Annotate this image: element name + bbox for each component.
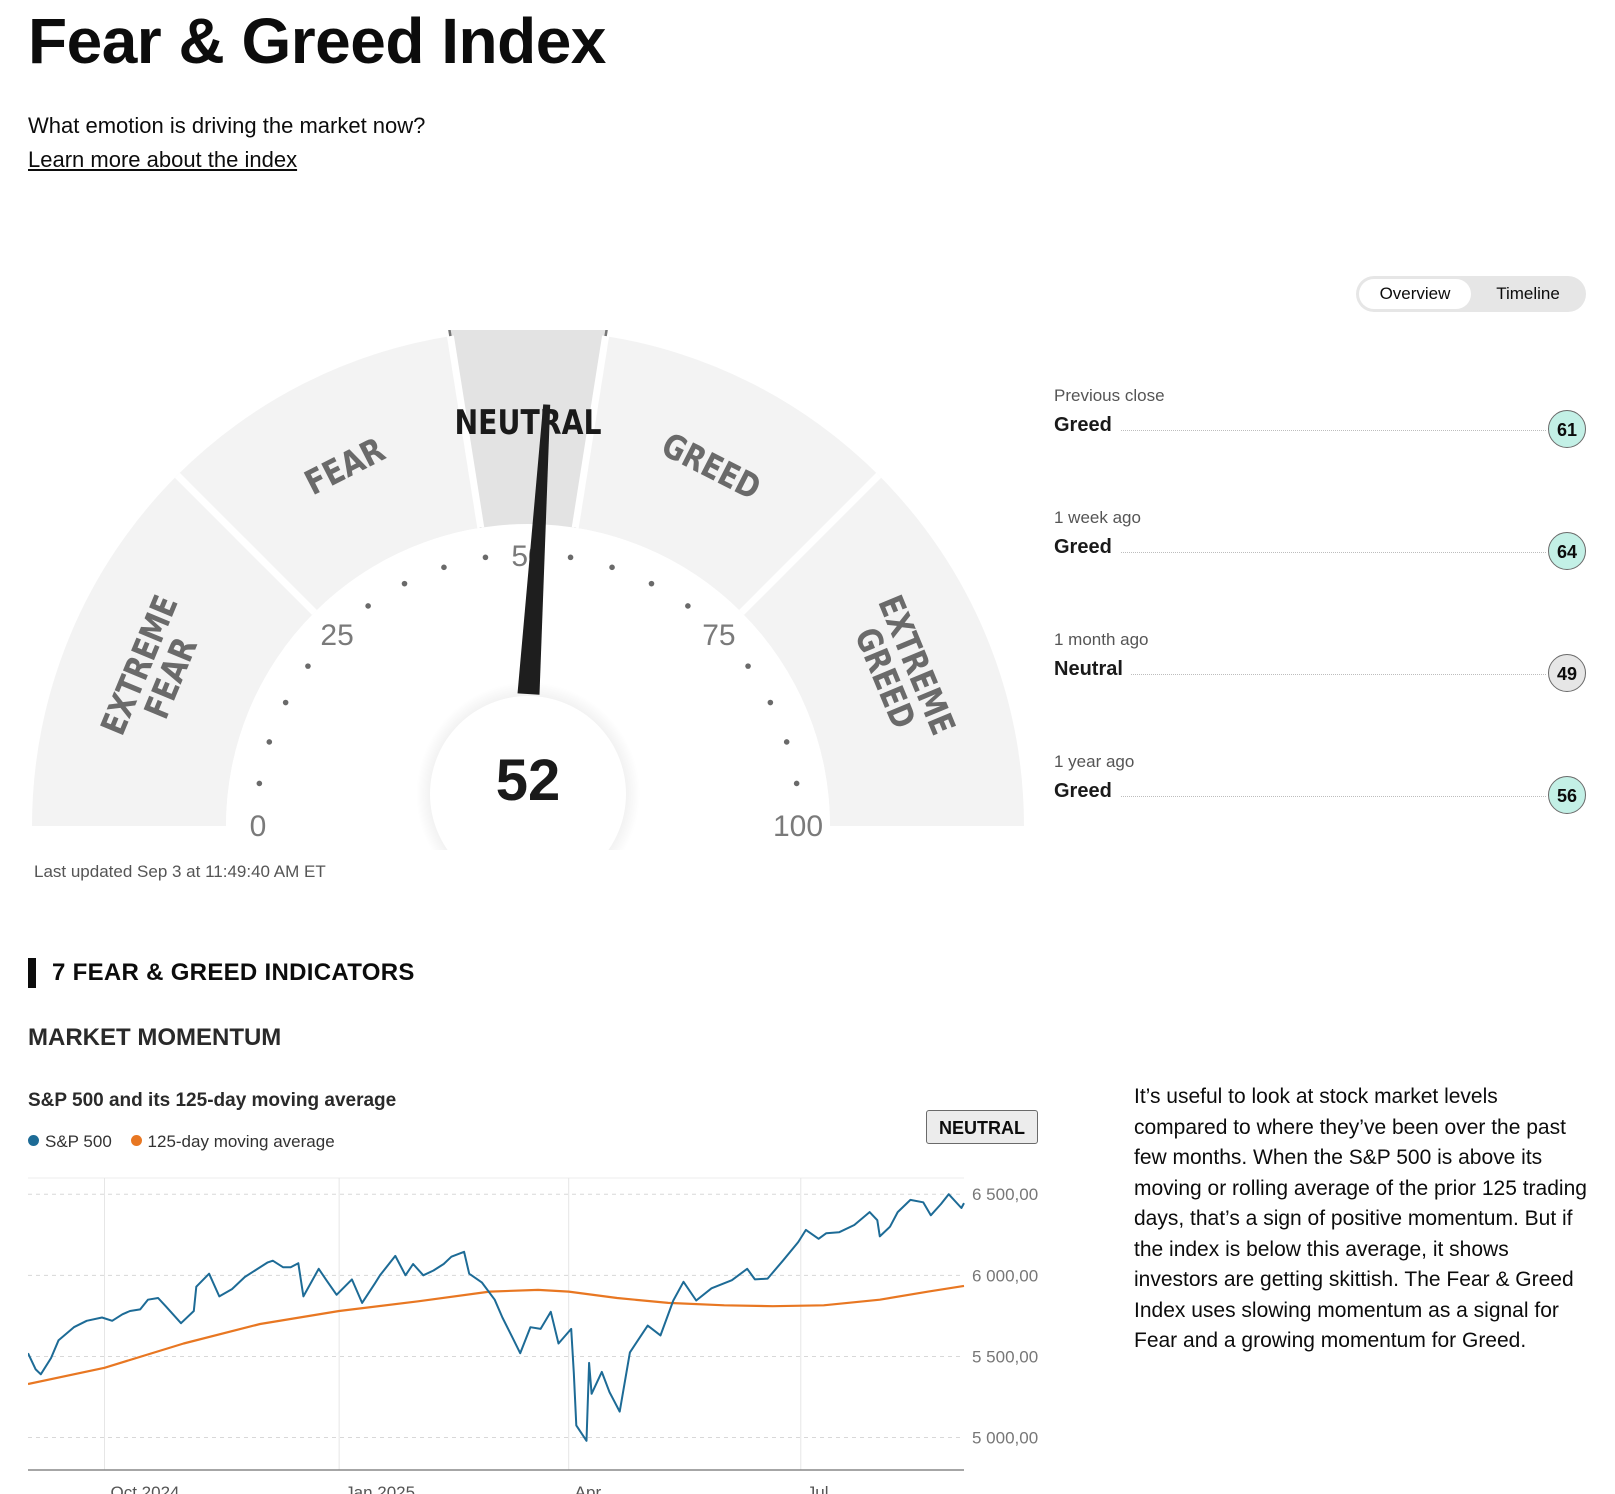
history-rating: Greed xyxy=(1054,780,1120,803)
gauge-tick-dot xyxy=(567,554,574,561)
page-subtitle: What emotion is driving the market now? xyxy=(28,113,426,138)
gauge-tick-dot xyxy=(793,780,800,787)
history-rating: Neutral xyxy=(1054,658,1131,681)
gauge-tick-dot xyxy=(482,554,489,561)
fear-greed-gauge: EXTREMEFEARFEARNEUTRALGREEDEXTREMEGREED0… xyxy=(28,330,1028,850)
gauge-tick-dot xyxy=(256,780,263,787)
zone-divider xyxy=(446,335,485,529)
gauge-tick-dot xyxy=(783,739,790,745)
history-item: Previous close Greed 61 xyxy=(1054,386,1586,466)
history-score-badge: 64 xyxy=(1548,532,1586,570)
chart-title: S&P 500 and its 125-day moving average xyxy=(28,1090,397,1111)
learn-more-link[interactable]: Learn more about the index xyxy=(28,147,298,172)
gauge-tick-dot xyxy=(441,564,447,571)
x-tick-label: Apr xyxy=(575,1483,602,1494)
zone-neutral-label: NEUTRAL xyxy=(455,403,602,443)
history-rating: Greed xyxy=(1054,414,1120,437)
moving-average-line xyxy=(28,1284,965,1386)
sp500-line xyxy=(28,1193,965,1442)
zone-extreme-fear xyxy=(32,475,315,826)
overview-tab[interactable]: Overview xyxy=(1359,279,1471,309)
history-label: 1 month ago xyxy=(1054,630,1149,649)
legend-label: S&P 500 xyxy=(45,1132,112,1151)
gauge-tick-dot xyxy=(365,603,371,609)
gauge-hub xyxy=(430,696,626,850)
history-score-badge: 61 xyxy=(1548,410,1586,448)
history-item: 1 week ago Greed 64 xyxy=(1054,508,1586,588)
y-tick-label: 6 500,00 xyxy=(972,1185,1038,1204)
legend-dot xyxy=(28,1135,39,1146)
gauge-tick-dot xyxy=(745,663,751,669)
gauge-tick-label: 0 xyxy=(250,810,267,843)
history-score-badge: 49 xyxy=(1548,654,1586,692)
zone-greed xyxy=(575,336,879,613)
dotted-leader xyxy=(1054,552,1546,553)
zone-divider xyxy=(571,335,610,529)
zone-fear xyxy=(177,336,481,613)
history-label: Previous close xyxy=(1054,386,1165,405)
gauge-tick-dot xyxy=(609,564,615,571)
y-tick-label: 5 500,00 xyxy=(972,1347,1038,1366)
zone-divider xyxy=(739,472,882,615)
dotted-leader xyxy=(1054,674,1546,675)
x-tick-label: Oct 2024 xyxy=(111,1483,180,1494)
gauge-needle xyxy=(517,404,551,695)
gauge-tick-label: 75 xyxy=(702,619,735,652)
gauge-tick-dot xyxy=(305,663,311,669)
dotted-leader xyxy=(1054,796,1546,797)
gauge-tick-dot xyxy=(685,603,691,609)
gauge-tick-dot xyxy=(401,580,408,587)
view-toggle: Overview Timeline xyxy=(1356,276,1586,312)
momentum-rating-badge: NEUTRAL xyxy=(926,1110,1038,1144)
y-tick-label: 5 000,00 xyxy=(972,1429,1038,1448)
section-accent-bar xyxy=(28,958,36,988)
gauge-tick-label: 100 xyxy=(773,810,823,843)
history-label: 1 year ago xyxy=(1054,752,1135,771)
history-label: 1 week ago xyxy=(1054,508,1141,527)
history-item: 1 month ago Neutral 49 xyxy=(1054,630,1586,710)
legend-dot xyxy=(130,1135,142,1146)
dotted-leader xyxy=(1054,430,1546,431)
gauge-tick-label: 25 xyxy=(320,619,353,652)
x-tick-label: Jul xyxy=(807,1483,829,1494)
last-updated: Last updated Sep 3 at 11:49:40 AM ET xyxy=(34,862,326,881)
history-rating: Greed xyxy=(1054,536,1120,559)
gauge-tick-dot xyxy=(767,699,774,706)
momentum-chart: Oct 2024 Jan 2025 Apr Jul 6 500,00 6 000,00 5 … xyxy=(28,1160,1068,1494)
gauge-tick-dot xyxy=(282,699,289,706)
gauge-value: 52 xyxy=(496,748,561,813)
history-item: 1 year ago Greed 56 xyxy=(1054,752,1586,832)
page-title: Fear & Greed Index xyxy=(28,5,606,77)
market-momentum-heading: MARKET MOMENTUM xyxy=(28,1024,282,1051)
legend-item-sp500: S&P 500 xyxy=(28,1132,112,1151)
timeline-tab[interactable]: Timeline xyxy=(1496,284,1560,303)
zone-divider xyxy=(174,472,317,615)
gauge-tick-dot xyxy=(266,739,273,745)
gauge-tick-dot xyxy=(648,580,655,587)
zone-extreme-greed xyxy=(741,475,1024,826)
chart-legend: S&P 500 125-day moving average xyxy=(28,1132,349,1152)
zone-label-line: NEUTRAL xyxy=(455,403,602,443)
x-tick-label: Jan 2025 xyxy=(345,1483,415,1494)
indicators-section-title: 7 FEAR & GREED INDICATORS xyxy=(52,959,415,986)
legend-label: 125-day moving average xyxy=(147,1132,335,1151)
legend-item-moving-average: 125-day moving average xyxy=(130,1132,335,1151)
y-tick-label: 6 000,00 xyxy=(972,1266,1038,1285)
momentum-description: It’s useful to look at stock market leve… xyxy=(1134,1085,1587,1352)
history-score-badge: 56 xyxy=(1548,776,1586,814)
